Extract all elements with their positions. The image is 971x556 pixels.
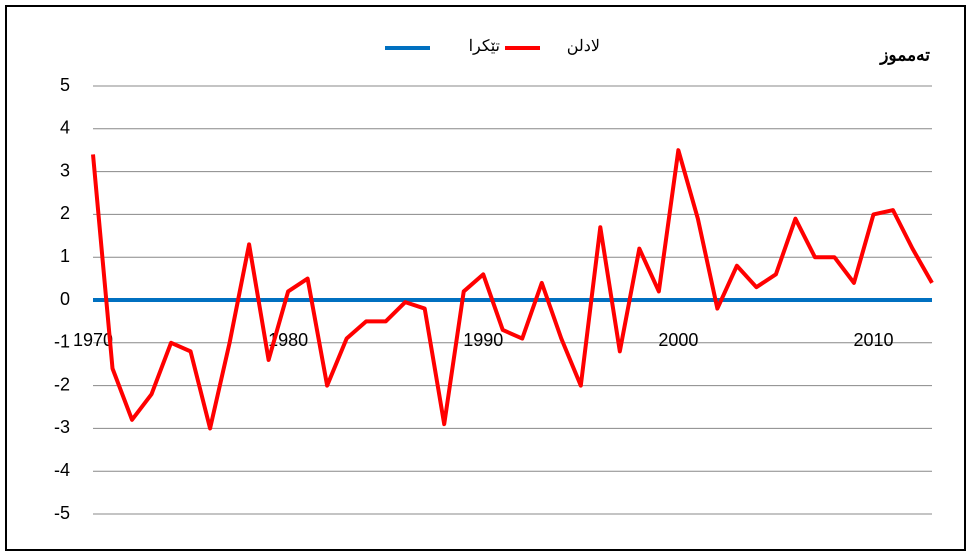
x-tick-label: 2000 [658, 330, 698, 350]
y-tick-label: 4 [60, 118, 70, 138]
y-tick-label: 1 [60, 246, 70, 266]
y-tick-label: -4 [54, 460, 70, 480]
x-tick-label: 1980 [268, 330, 308, 350]
chart-title: تەمموز [878, 45, 930, 65]
y-tick-label: 5 [60, 75, 70, 95]
data-line [91, 148, 934, 431]
legend-label: لادلن [567, 38, 600, 55]
y-tick-label: -1 [54, 332, 70, 352]
y-tick-label: -5 [54, 503, 70, 523]
x-tick-label: 1970 [73, 330, 113, 350]
x-tick-label: 1990 [463, 330, 503, 350]
legend-label: تێکرا [469, 38, 500, 55]
y-tick-label: -2 [54, 374, 70, 394]
y-tick-label: 2 [60, 203, 70, 223]
x-tick-label: 2010 [853, 330, 893, 350]
y-tick-label: 3 [60, 160, 70, 180]
y-tick-label: 0 [60, 289, 70, 309]
y-tick-label: -3 [54, 417, 70, 437]
